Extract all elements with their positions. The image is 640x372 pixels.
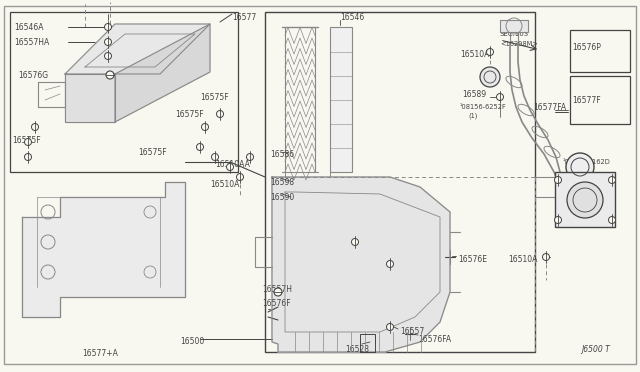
- Text: J6500 T: J6500 T: [581, 346, 610, 355]
- Bar: [570, 30, 630, 72]
- Text: 16598: 16598: [270, 177, 294, 186]
- Circle shape: [24, 154, 31, 160]
- Circle shape: [543, 253, 550, 260]
- Circle shape: [554, 176, 561, 183]
- Circle shape: [211, 154, 218, 160]
- Polygon shape: [22, 182, 185, 317]
- Text: 16510A: 16510A: [460, 49, 490, 58]
- Polygon shape: [65, 74, 115, 122]
- Circle shape: [104, 23, 111, 31]
- Circle shape: [104, 52, 111, 60]
- Text: 16546A: 16546A: [14, 22, 44, 32]
- Text: 16575F: 16575F: [200, 93, 228, 102]
- Polygon shape: [272, 177, 450, 352]
- Bar: [265, 12, 535, 352]
- Bar: [360, 334, 375, 352]
- Text: 16576E: 16576E: [458, 256, 487, 264]
- Circle shape: [104, 38, 111, 45]
- Text: 16557: 16557: [400, 327, 424, 337]
- Bar: [330, 27, 352, 172]
- Text: 16528: 16528: [345, 346, 369, 355]
- Circle shape: [196, 144, 204, 151]
- Text: 16577F: 16577F: [572, 96, 600, 105]
- Text: 16589: 16589: [462, 90, 486, 99]
- Bar: [555, 172, 615, 227]
- Circle shape: [202, 124, 209, 131]
- Text: 16575F: 16575F: [138, 148, 166, 157]
- Text: 16500: 16500: [180, 337, 204, 346]
- Text: 16510A: 16510A: [210, 180, 239, 189]
- Circle shape: [609, 176, 616, 183]
- Circle shape: [387, 260, 394, 267]
- Text: 16586: 16586: [270, 150, 294, 158]
- Text: 16577: 16577: [232, 13, 256, 22]
- Circle shape: [480, 67, 500, 87]
- Text: 16577FA: 16577FA: [533, 103, 566, 112]
- Circle shape: [246, 154, 253, 160]
- Text: (1): (1): [468, 113, 477, 119]
- Circle shape: [486, 48, 493, 55]
- Text: 16510A: 16510A: [508, 256, 538, 264]
- Circle shape: [274, 288, 282, 296]
- Text: 16590: 16590: [270, 192, 294, 202]
- Circle shape: [567, 182, 603, 218]
- Text: 16576F: 16576F: [262, 299, 291, 308]
- Bar: [500, 20, 528, 32]
- Polygon shape: [115, 24, 210, 122]
- Circle shape: [24, 138, 31, 145]
- Text: 16575F: 16575F: [175, 109, 204, 119]
- Circle shape: [566, 153, 594, 181]
- Text: 16577+A: 16577+A: [82, 350, 118, 359]
- Circle shape: [106, 71, 114, 79]
- Circle shape: [227, 164, 234, 170]
- Text: 16546: 16546: [340, 13, 364, 22]
- Bar: [10, 12, 238, 172]
- Text: (4): (4): [573, 169, 582, 175]
- Text: 22680: 22680: [568, 212, 592, 221]
- Text: <16298M>: <16298M>: [500, 41, 538, 47]
- Text: 16557H: 16557H: [262, 285, 292, 294]
- Text: 16576G: 16576G: [18, 71, 48, 80]
- Text: 16557HA: 16557HA: [14, 38, 49, 46]
- Circle shape: [554, 217, 561, 224]
- Circle shape: [237, 173, 243, 180]
- Text: SEC.163: SEC.163: [500, 31, 529, 37]
- Circle shape: [609, 217, 616, 224]
- Text: 16576FA: 16576FA: [418, 336, 451, 344]
- Circle shape: [351, 238, 358, 246]
- Polygon shape: [65, 24, 210, 74]
- Text: ¹08156-6252F: ¹08156-6252F: [460, 104, 507, 110]
- Text: ¹08363-6162D: ¹08363-6162D: [563, 159, 611, 165]
- Bar: [570, 76, 630, 124]
- Circle shape: [31, 124, 38, 131]
- Text: 16576P: 16576P: [572, 42, 601, 51]
- Circle shape: [497, 93, 504, 100]
- Text: 16510AA: 16510AA: [215, 160, 250, 169]
- Circle shape: [216, 110, 223, 118]
- Circle shape: [387, 324, 394, 330]
- Text: 16575F: 16575F: [12, 135, 40, 144]
